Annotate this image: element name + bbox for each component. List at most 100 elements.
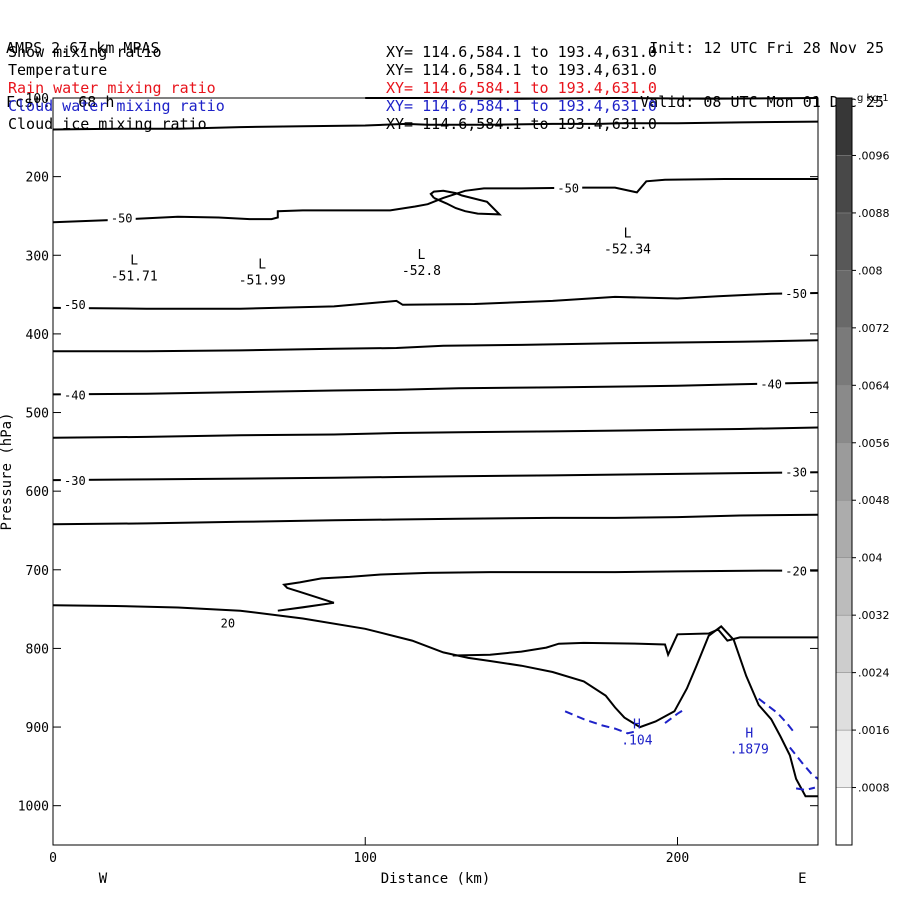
- low-value: -51.99: [239, 273, 286, 288]
- variable-xy: XY= 114.6,584.1 to 193.4,631.0: [386, 79, 657, 97]
- colorbar-units: g kg-1: [857, 93, 889, 104]
- contour-label: -50: [557, 182, 579, 196]
- snow-contour: [277, 601, 335, 612]
- colorbar-segment: [835, 327, 853, 386]
- variable-name: Temperature: [8, 61, 108, 79]
- low-marker: L: [258, 257, 266, 272]
- variable-name: Snow mixing ratio: [8, 43, 162, 61]
- x-axis-label: Distance (km): [381, 871, 491, 887]
- temperature-contour: [52, 604, 818, 798]
- contour-label-bg: [782, 563, 811, 578]
- colorbar-tick-label: .0048: [858, 494, 890, 507]
- colorbar-tick-label: .004: [858, 552, 883, 565]
- ground-contour: [452, 628, 818, 658]
- contour-label-bg: [757, 376, 786, 391]
- contour-label: -50: [785, 287, 807, 301]
- temperature-contour: [52, 292, 819, 310]
- contour-label-bg: [107, 210, 136, 225]
- colorbar-segment: [835, 672, 853, 731]
- temperature-contour: [52, 426, 819, 439]
- contour-label: -40: [760, 377, 782, 391]
- variable-row: Cloud water mixing ratio XY= 114.6,584.1…: [8, 97, 708, 115]
- colorbar-segment: [835, 499, 853, 558]
- variable-row: Snow mixing ratio XY= 114.6,584.1 to 193…: [8, 43, 708, 61]
- cloud-water-contour: [564, 710, 635, 735]
- variable-xy: XY= 114.6,584.1 to 193.4,631.0: [386, 97, 657, 115]
- init-time: Init: 12 UTC Fri 28 Nov 25: [649, 39, 884, 57]
- low-marker: L: [418, 248, 426, 263]
- low-value: -52.8: [402, 264, 441, 279]
- variable-xy: XY= 114.6,584.1 to 193.4,631.0: [386, 61, 657, 79]
- y-tick-label: 600: [26, 485, 49, 500]
- contour-label-bg: [217, 615, 238, 630]
- colorbar-frame: [835, 97, 853, 846]
- cloud-water-contour: [789, 746, 819, 780]
- contour-label: -50: [111, 212, 133, 226]
- y-tick-label: 900: [26, 721, 49, 736]
- colorbar-tick-label: .0088: [858, 207, 890, 220]
- y-tick-label: 400: [26, 328, 49, 343]
- forecast-hour: Fcst: 68 h: [6, 93, 115, 111]
- y-tick-label: 700: [26, 564, 49, 579]
- contour-label-bg: [782, 286, 811, 301]
- x-tick-label: 0: [49, 851, 57, 866]
- colorbar-segment: [835, 442, 853, 501]
- temperature-contour: [282, 569, 818, 604]
- contour-label: -20: [785, 565, 807, 579]
- contour-label-bg: [554, 180, 583, 195]
- y-axis-label: Pressure (hPa): [0, 412, 15, 530]
- low-marker: L: [624, 227, 632, 242]
- cloud-water-contour: [664, 708, 685, 724]
- cloud-water-max-marker: H: [633, 718, 641, 733]
- variable-row: Temperature XY= 114.6,584.1 to 193.4,631…: [8, 61, 708, 79]
- variable-row: Rain water mixing ratio XY= 114.6,584.1 …: [8, 79, 708, 97]
- contour-label-bg: [60, 297, 89, 312]
- cloud-water-max-value: .104: [621, 734, 652, 749]
- cloud-water-max-marker: H: [745, 726, 753, 741]
- colorbar-segment: [835, 270, 853, 329]
- temperature-contour: [52, 471, 819, 482]
- temperature-contour: [53, 339, 819, 353]
- colorbar-segment: [835, 385, 853, 444]
- header-left: AMPS 2.67-km MPAS Fcst: 68 h: [6, 3, 160, 129]
- temperature-contour: [52, 120, 819, 131]
- cloud-water-contour: [758, 697, 794, 732]
- contour-label: -50: [64, 298, 86, 312]
- colorbar-tick-label: .0096: [858, 149, 890, 162]
- colorbar-segment: [835, 614, 853, 673]
- contour-label-bg: [60, 473, 89, 488]
- colorbar-tick-label: .0016: [858, 724, 890, 737]
- colorbar-segment: [835, 97, 853, 156]
- colorbar-segment: [835, 729, 853, 788]
- contour-label: -30: [64, 474, 86, 488]
- y-tick-label: 100: [26, 92, 49, 107]
- low-value: -51.71: [111, 269, 158, 284]
- y-tick-label: 500: [26, 407, 49, 422]
- variable-name: Rain water mixing ratio: [8, 79, 216, 97]
- temperature-contour: [52, 513, 819, 526]
- colorbar-segment: [835, 787, 853, 846]
- temperature-contour: [429, 189, 502, 216]
- cloud-water-contour: [795, 786, 816, 792]
- colorbar-tick-label: .0024: [858, 667, 890, 680]
- colorbar-tick-label: .008: [858, 264, 883, 277]
- contour-label: 20: [221, 616, 235, 630]
- colorbar-tick-label: .0072: [858, 322, 890, 335]
- contour-label-bg: [60, 387, 89, 402]
- y-tick-label: 1000: [18, 800, 49, 815]
- model-title: AMPS 2.67-km MPAS: [6, 39, 160, 57]
- x-tick-label: 100: [354, 851, 377, 866]
- x-tick-label: 200: [666, 851, 689, 866]
- colorbar-tick-label: .0056: [858, 437, 890, 450]
- low-value: -52.34: [604, 243, 651, 258]
- x-end-label-east: E: [798, 871, 806, 887]
- y-tick-label: 800: [26, 642, 49, 657]
- y-tick-label: 200: [26, 171, 49, 186]
- plot-frame: [52, 97, 819, 846]
- colorbar-segment: [835, 557, 853, 616]
- contour-label: -30: [785, 466, 807, 480]
- contour-label-bg: [782, 464, 811, 479]
- variable-xy: XY= 114.6,584.1 to 193.4,631.0: [386, 43, 657, 61]
- colorbar-segment: [835, 212, 853, 271]
